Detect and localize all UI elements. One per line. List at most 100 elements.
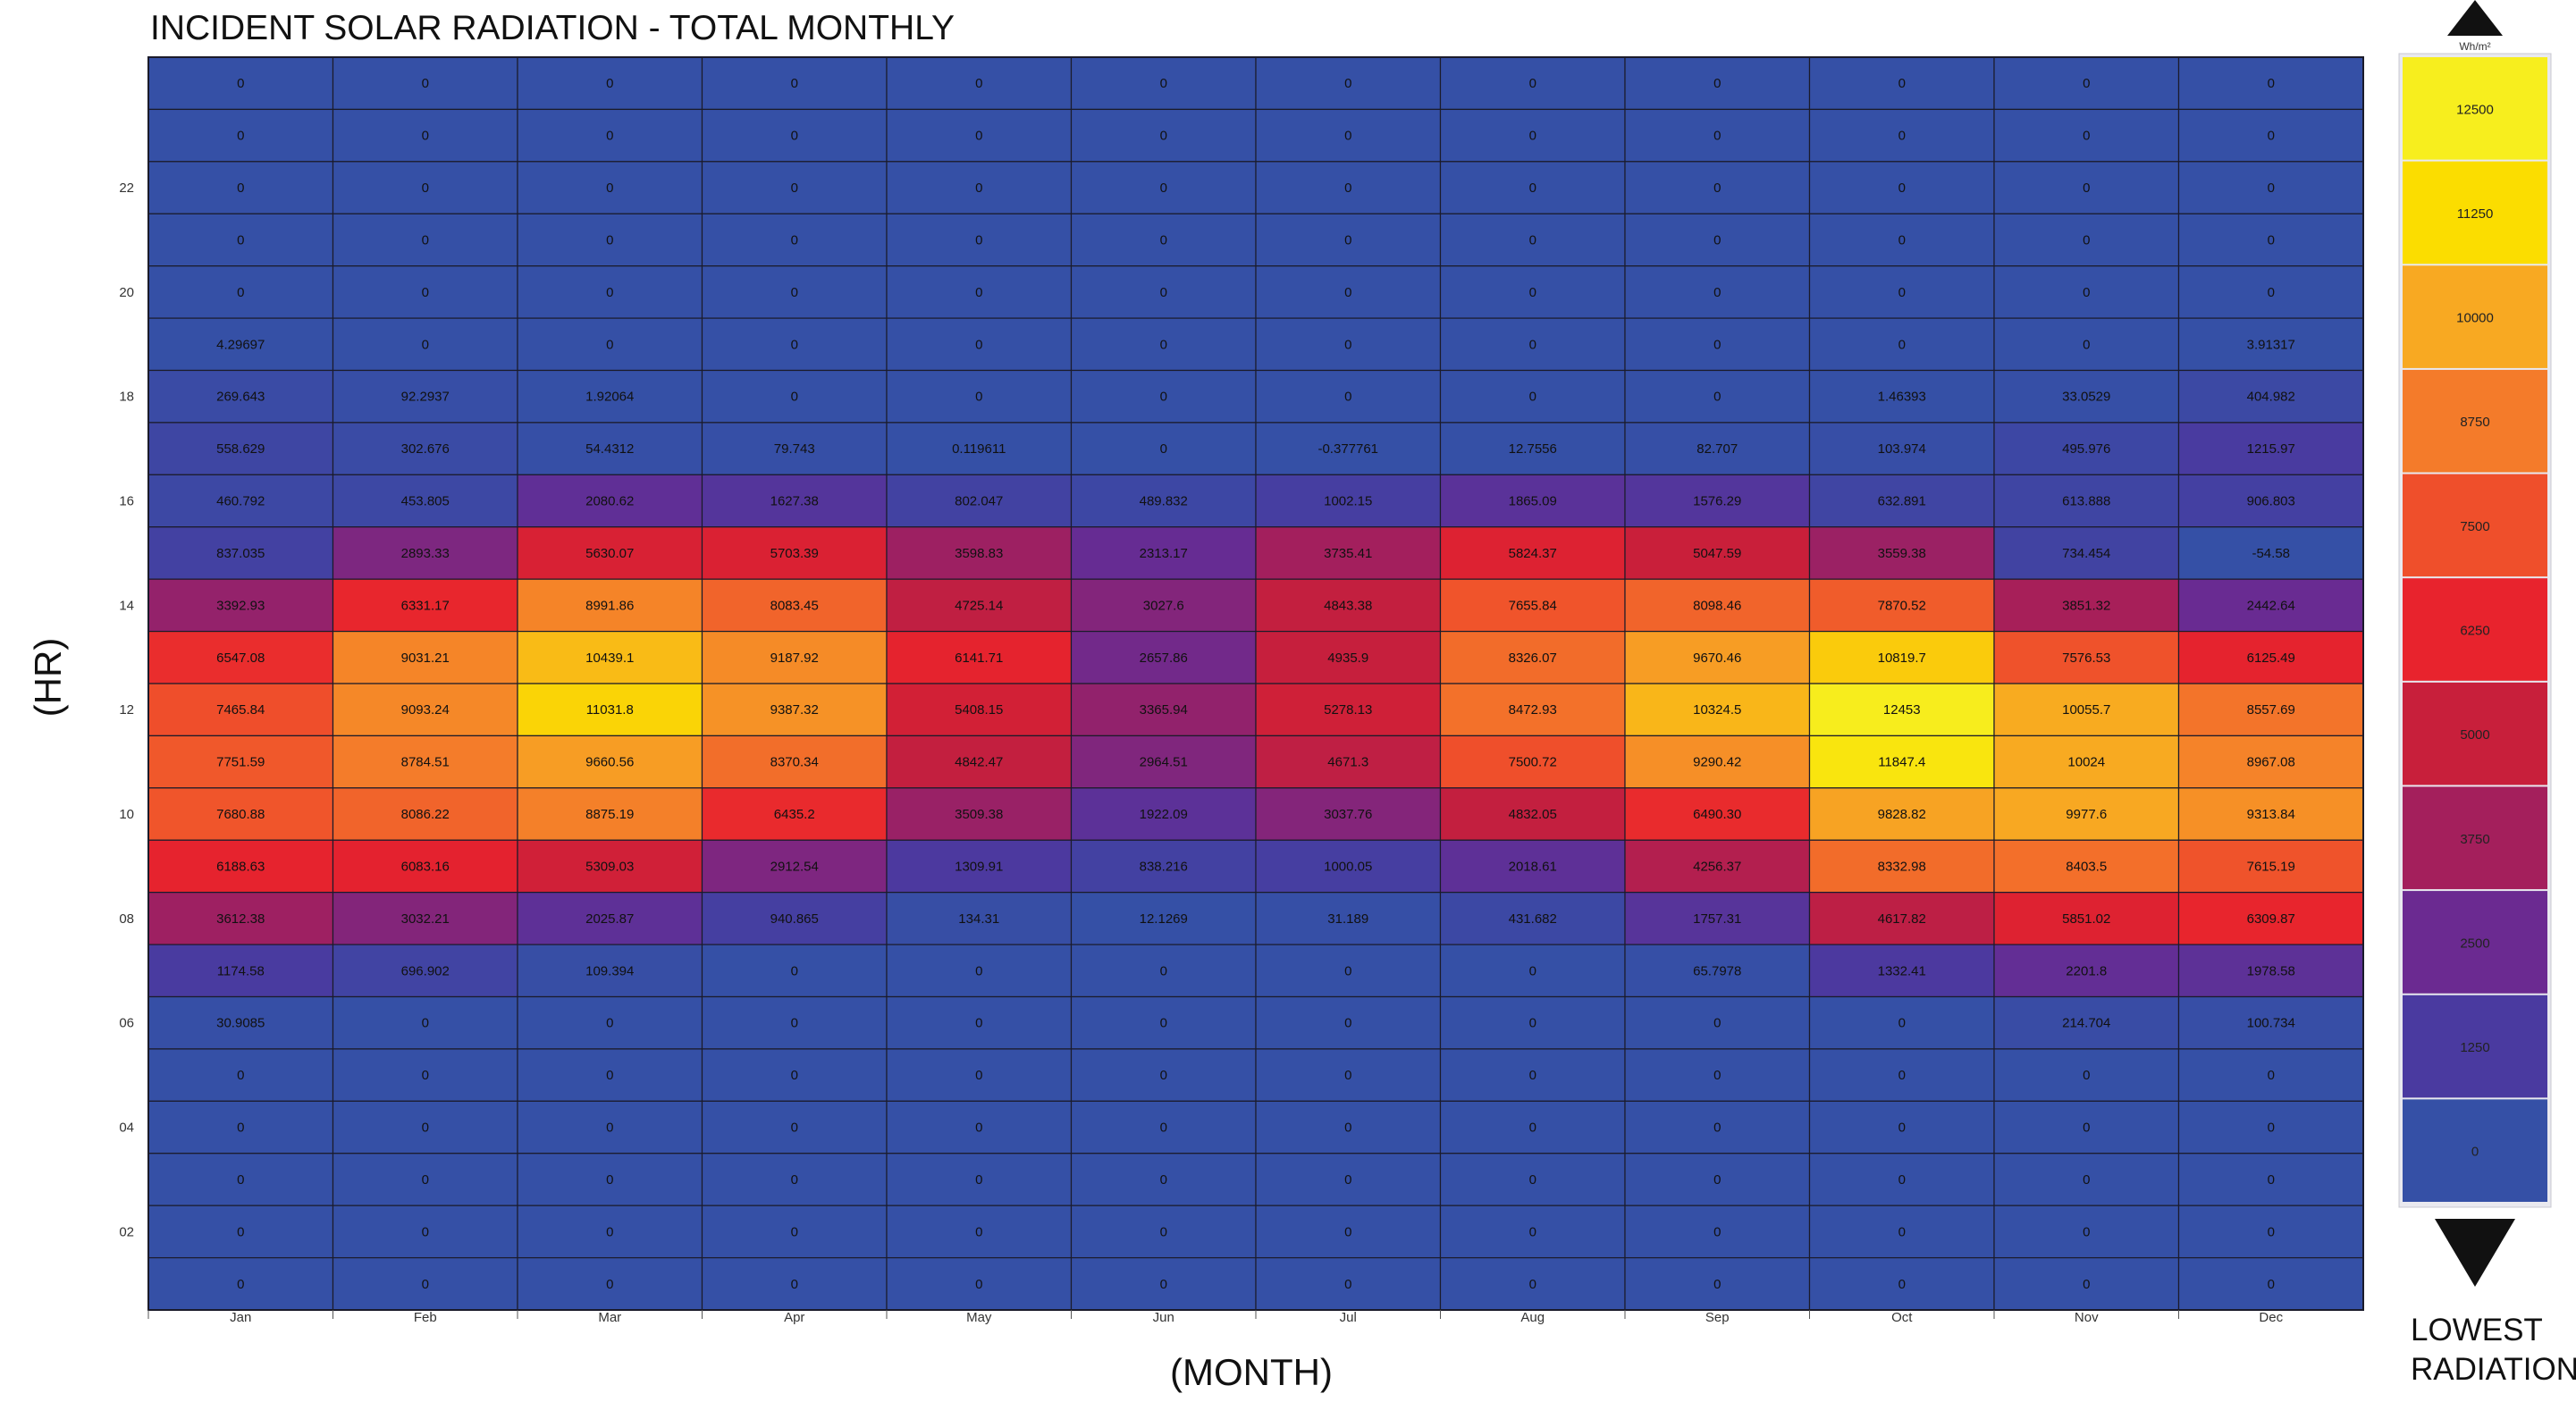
cell-value-label: -54.58	[2252, 546, 2290, 561]
cell-value-label: 5703.39	[770, 546, 819, 561]
x-tick-label: Apr	[784, 1310, 804, 1325]
cell-value-label: 0	[1713, 180, 1721, 196]
cell-value-label: 0	[2083, 285, 2090, 300]
y-axis-title: (HR)	[27, 638, 69, 718]
cell-value-label: 0	[2083, 1121, 2090, 1136]
heatmap-cell	[1993, 369, 2180, 424]
cell-value-label: 0	[1713, 285, 1721, 300]
heatmap-cell	[2177, 1256, 2364, 1311]
heatmap-cell	[1993, 108, 2180, 163]
cell-value-label: 7680.88	[216, 807, 265, 822]
cell-value-label: 0	[1713, 1277, 1721, 1292]
cell-value-label: 0	[791, 963, 798, 978]
heatmap-cell	[1993, 474, 2180, 528]
heatmap-cell	[701, 683, 888, 737]
cell-value-label: 0	[2268, 1224, 2275, 1239]
cell-value-label: 9313.84	[2247, 807, 2295, 822]
cell-value-label: 0	[1344, 285, 1351, 300]
cell-value-label: 6125.49	[2247, 651, 2295, 666]
cell-value-label: 0	[606, 337, 613, 352]
cell-value-label: 0	[2268, 76, 2275, 91]
cell-value-label: 0	[1344, 1172, 1351, 1188]
cell-value-label: 0	[791, 1068, 798, 1083]
cell-value-label: 0	[1898, 180, 1906, 196]
heatmap-cell	[332, 1205, 518, 1259]
cell-value-label: 0	[975, 129, 982, 144]
cell-value-label: 5851.02	[2062, 911, 2110, 927]
heatmap-cell	[332, 474, 518, 528]
cell-value-label: 0	[1344, 1121, 1351, 1136]
cell-value-label: 3365.94	[1140, 702, 1188, 718]
cell-value-label: 8083.45	[770, 598, 819, 613]
cell-value-label: 0	[1898, 1016, 1906, 1031]
cell-value-label: 0	[422, 285, 429, 300]
cell-value-label: 0	[1529, 180, 1536, 196]
cell-value-label: 0	[1344, 1224, 1351, 1239]
cell-value-label: 6490.30	[1693, 807, 1741, 822]
cell-value-label: 3598.83	[955, 546, 1003, 561]
heatmap-cell	[2177, 422, 2364, 475]
heatmap-cell	[1439, 735, 1626, 789]
cell-value-label: 0	[237, 1224, 244, 1239]
heatmap-cell	[2177, 369, 2364, 424]
heatmap-cell	[1993, 683, 2180, 737]
cell-value-label: 6141.71	[955, 651, 1003, 666]
cell-value-label: 0	[422, 1224, 429, 1239]
cell-value-label: 10819.7	[1878, 651, 1926, 666]
cell-value-label: 696.902	[401, 963, 450, 978]
cell-value-label: 8784.51	[401, 755, 450, 770]
heatmap-cell	[1070, 317, 1257, 372]
heatmap-cell	[701, 995, 888, 1050]
heatmap-cell	[1070, 1048, 1257, 1102]
cell-value-label: 0	[1344, 963, 1351, 978]
cell-value-label: 0	[1898, 129, 1906, 144]
cell-value-label: 3032.21	[401, 911, 450, 927]
heatmap-cell	[1624, 108, 1811, 163]
heatmap-cell	[332, 944, 518, 998]
cell-value-label: 79.743	[774, 441, 815, 457]
heatmap-cell	[332, 56, 518, 111]
cell-value-label: 0	[2268, 285, 2275, 300]
heatmap-cell	[1624, 317, 1811, 372]
cell-value-label: 734.454	[2062, 546, 2110, 561]
cell-value-label: 0	[1529, 1224, 1536, 1239]
heatmap-cell	[147, 213, 334, 267]
cell-value-label: 8403.5	[2066, 859, 2107, 874]
heatmap-cell	[2177, 1153, 2364, 1206]
heatmap-cell	[1624, 1100, 1811, 1154]
cell-value-label: 0	[1898, 1121, 1906, 1136]
heatmap-cell	[517, 578, 703, 633]
cell-value-label: 5408.15	[955, 702, 1003, 718]
heatmap-cell	[517, 161, 703, 214]
heatmap-cell	[1255, 892, 1442, 945]
cell-value-label: 0	[237, 180, 244, 196]
heatmap-cell	[147, 578, 334, 633]
y-tick-label: 08	[119, 911, 134, 927]
heatmap-cell	[147, 108, 334, 163]
cell-value-label: 7615.19	[2247, 859, 2295, 874]
legend-band-label: 0	[2471, 1145, 2479, 1160]
cell-value-label: 0	[422, 1016, 429, 1031]
heatmap-cell	[147, 995, 334, 1050]
heatmap-cell	[1808, 317, 1995, 372]
heatmap-cell	[1808, 1100, 1995, 1154]
cell-value-label: 109.394	[585, 963, 634, 978]
heatmap-cell	[147, 369, 334, 424]
heatmap-cell	[1070, 265, 1257, 319]
heatmap-cell	[332, 369, 518, 424]
cell-value-label: 0	[1529, 1121, 1536, 1136]
cell-value-label: 460.792	[216, 494, 265, 509]
cell-value-label: 0	[1160, 1172, 1167, 1188]
heatmap-cell	[1993, 1100, 2180, 1154]
cell-value-label: 0	[791, 390, 798, 405]
heatmap-cell	[1255, 683, 1442, 737]
cell-value-label: 12.7556	[1509, 441, 1557, 457]
cell-value-label: 5047.59	[1693, 546, 1741, 561]
heatmap-cell	[2177, 683, 2364, 737]
cell-value-label: 431.682	[1509, 911, 1557, 927]
cell-value-label: 0	[1713, 129, 1721, 144]
heatmap-cell	[886, 526, 1073, 580]
heatmap-cell	[147, 317, 334, 372]
legend-band-label: 2500	[2460, 936, 2489, 951]
cell-value-label: 9660.56	[585, 755, 634, 770]
